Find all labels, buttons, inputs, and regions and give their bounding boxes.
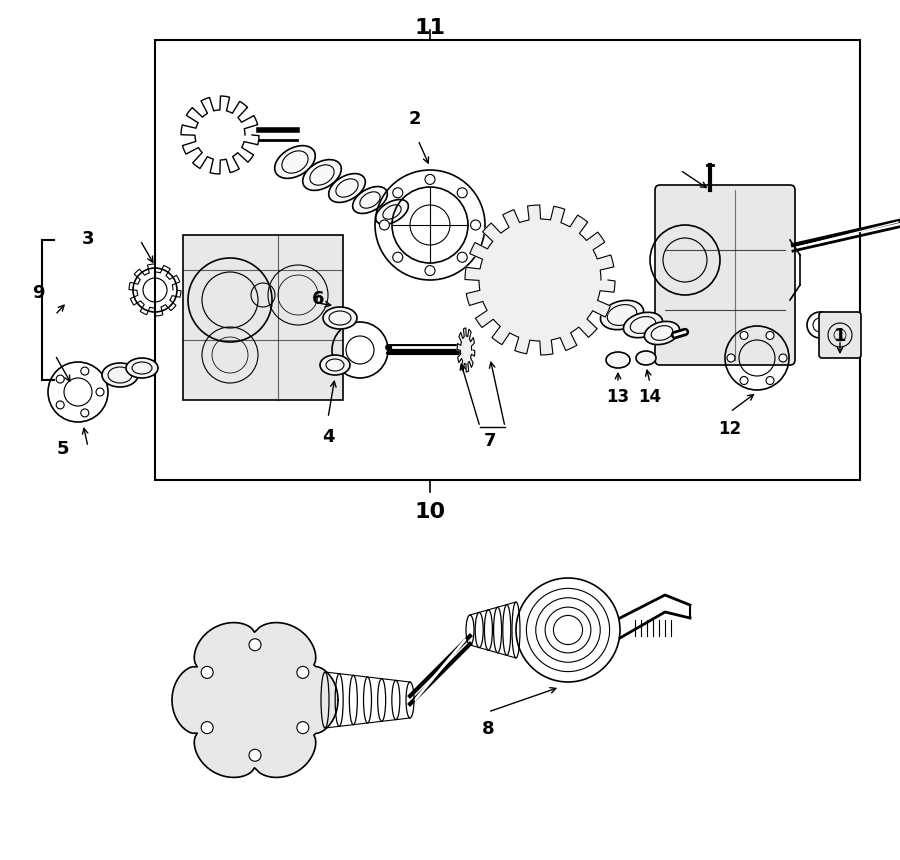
Circle shape bbox=[425, 175, 435, 184]
Circle shape bbox=[471, 220, 481, 230]
Text: 13: 13 bbox=[607, 388, 630, 406]
Circle shape bbox=[297, 722, 309, 734]
Ellipse shape bbox=[375, 200, 409, 224]
Circle shape bbox=[457, 252, 467, 262]
Circle shape bbox=[56, 375, 64, 383]
Polygon shape bbox=[181, 96, 259, 174]
Circle shape bbox=[766, 377, 774, 384]
Text: 1: 1 bbox=[833, 327, 846, 345]
Circle shape bbox=[807, 312, 833, 338]
Circle shape bbox=[202, 722, 213, 734]
Circle shape bbox=[523, 237, 531, 245]
Circle shape bbox=[577, 276, 585, 284]
Text: 2: 2 bbox=[409, 110, 421, 128]
Circle shape bbox=[392, 252, 403, 262]
Polygon shape bbox=[457, 328, 475, 372]
Polygon shape bbox=[183, 235, 343, 400]
Ellipse shape bbox=[302, 160, 341, 190]
Ellipse shape bbox=[328, 174, 365, 202]
Circle shape bbox=[81, 367, 89, 375]
Ellipse shape bbox=[320, 355, 350, 375]
Circle shape bbox=[740, 331, 748, 340]
Ellipse shape bbox=[644, 322, 680, 345]
Ellipse shape bbox=[636, 351, 656, 365]
Circle shape bbox=[503, 252, 511, 260]
Text: 5: 5 bbox=[57, 440, 69, 458]
Circle shape bbox=[297, 666, 309, 679]
Circle shape bbox=[392, 187, 403, 198]
Text: 6: 6 bbox=[311, 290, 324, 308]
Circle shape bbox=[549, 315, 557, 323]
Circle shape bbox=[523, 315, 531, 323]
Circle shape bbox=[727, 354, 735, 362]
Circle shape bbox=[380, 220, 390, 230]
Text: 12: 12 bbox=[718, 420, 742, 438]
Circle shape bbox=[766, 331, 774, 340]
Bar bbox=[155, 40, 860, 480]
FancyBboxPatch shape bbox=[819, 312, 861, 358]
Circle shape bbox=[249, 639, 261, 651]
Circle shape bbox=[56, 401, 64, 409]
Circle shape bbox=[202, 666, 213, 679]
Text: 4: 4 bbox=[322, 428, 334, 446]
Ellipse shape bbox=[126, 358, 158, 378]
Text: 3: 3 bbox=[82, 230, 94, 248]
Text: 8: 8 bbox=[482, 720, 494, 738]
Ellipse shape bbox=[624, 312, 662, 338]
Text: 9: 9 bbox=[32, 284, 44, 302]
Circle shape bbox=[249, 749, 261, 761]
Circle shape bbox=[779, 354, 787, 362]
FancyBboxPatch shape bbox=[655, 185, 795, 365]
Circle shape bbox=[495, 276, 503, 284]
Ellipse shape bbox=[600, 300, 644, 329]
Ellipse shape bbox=[606, 352, 630, 368]
Circle shape bbox=[81, 408, 89, 417]
Circle shape bbox=[569, 300, 577, 308]
Text: 7: 7 bbox=[484, 432, 496, 450]
Text: 10: 10 bbox=[414, 502, 446, 522]
Circle shape bbox=[457, 187, 467, 198]
Circle shape bbox=[740, 377, 748, 384]
Circle shape bbox=[503, 300, 511, 308]
Ellipse shape bbox=[353, 187, 387, 213]
Polygon shape bbox=[465, 205, 615, 355]
Ellipse shape bbox=[102, 363, 138, 387]
Text: 11: 11 bbox=[415, 18, 446, 38]
Ellipse shape bbox=[323, 307, 357, 329]
Circle shape bbox=[569, 252, 577, 260]
Text: 14: 14 bbox=[638, 388, 662, 406]
Circle shape bbox=[96, 388, 104, 396]
Circle shape bbox=[549, 237, 557, 245]
Polygon shape bbox=[172, 623, 338, 777]
Circle shape bbox=[425, 266, 435, 275]
Ellipse shape bbox=[274, 145, 315, 178]
